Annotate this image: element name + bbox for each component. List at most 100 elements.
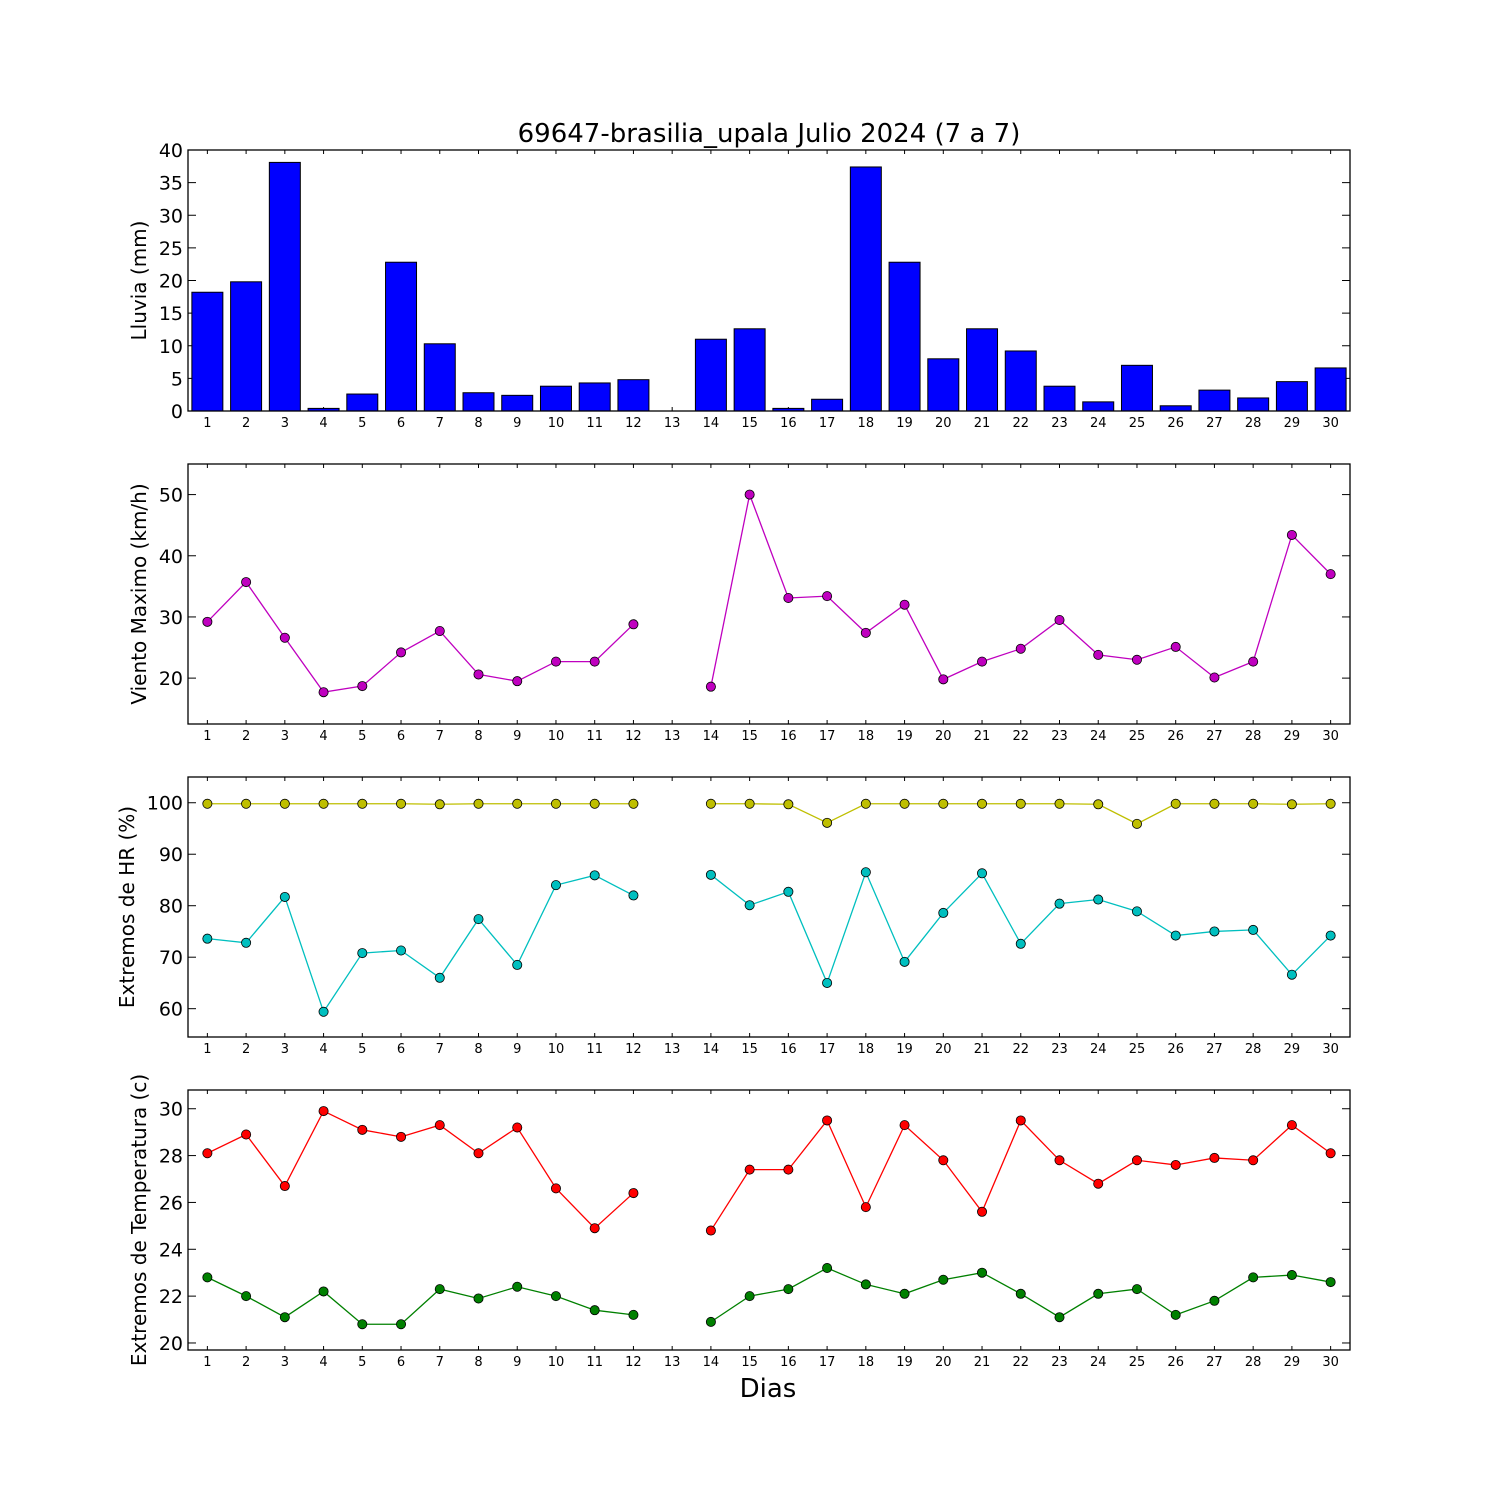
series-1-point-15 [744, 489, 755, 500]
x-tick-label: 29 [1284, 1355, 1301, 1370]
plot-frame [187, 776, 1351, 1038]
series-2-point-22 [1015, 1288, 1026, 1299]
x-tick-label: 19 [896, 729, 913, 744]
x-tick-label: 25 [1129, 729, 1146, 744]
x-tick-label: 21 [974, 729, 991, 744]
series-2-point-10 [550, 1291, 561, 1302]
series-2-point-3 [279, 891, 290, 902]
x-tick-label: 20 [935, 416, 952, 431]
x-tick-label: 5 [358, 1042, 366, 1057]
x-tick-label: 7 [436, 1042, 444, 1057]
y-tick-label: 0 [171, 401, 183, 423]
x-tick-label: 2 [242, 1355, 250, 1370]
series-1-point-21 [977, 1206, 988, 1217]
y-tick-label: 80 [159, 896, 183, 918]
series-2-point-3 [279, 1312, 290, 1323]
x-tick-label: 1 [203, 1042, 211, 1057]
series-2-point-21 [977, 1267, 988, 1278]
x-tick-label: 9 [513, 1355, 521, 1370]
chart-panel: Extremos de Temperatura (c)Dias202224262… [127, 1074, 1351, 1404]
y-tick-label: 25 [159, 238, 183, 260]
series-2-point-25 [1131, 906, 1142, 917]
series-1-point-9 [512, 798, 523, 809]
x-tick-label: 27 [1206, 1355, 1223, 1370]
series-2-point-27 [1209, 1295, 1220, 1306]
series-1-point-4 [318, 798, 329, 809]
series-1-point-20 [938, 1155, 949, 1166]
series-1-point-21 [977, 798, 988, 809]
x-tick-label: 8 [474, 729, 482, 744]
x-tick-label: 21 [974, 1042, 991, 1057]
x-tick-label: 27 [1206, 729, 1223, 744]
x-tick-label: 25 [1129, 416, 1146, 431]
y-tick-label: 40 [159, 546, 183, 568]
series-1-point-1 [202, 616, 213, 627]
series-1-point-22 [1015, 1115, 1026, 1126]
series-1-point-16 [783, 1164, 794, 1175]
y-tick-label: 40 [159, 140, 183, 162]
series-1-point-19 [899, 1120, 910, 1131]
series-2-point-17 [822, 977, 833, 988]
y-tick-label: 100 [147, 793, 183, 815]
series-1-point-24 [1093, 1178, 1104, 1189]
series-2-point-7 [434, 1284, 445, 1295]
series-1-point-6 [396, 647, 407, 658]
bar-day-20 [927, 358, 960, 412]
series-2-point-15 [744, 900, 755, 911]
x-tick-label: 30 [1322, 1042, 1339, 1057]
x-tick-label: 28 [1245, 1042, 1262, 1057]
x-tick-label: 21 [974, 416, 991, 431]
x-tick-label: 19 [896, 1042, 913, 1057]
bar-day-27 [1198, 389, 1231, 412]
x-tick-label: 5 [358, 1355, 366, 1370]
bar-day-18 [849, 166, 882, 412]
bar-day-22 [1004, 350, 1037, 412]
x-tick-label: 22 [1012, 416, 1029, 431]
series-1-point-18 [860, 798, 871, 809]
series-1-point-26 [1170, 798, 1181, 809]
bar-day-9 [501, 394, 534, 412]
series-1-point-3 [279, 1181, 290, 1192]
series-2-point-26 [1170, 1309, 1181, 1320]
series-1-point-5 [357, 798, 368, 809]
x-tick-label: 9 [513, 1042, 521, 1057]
bar-day-29 [1275, 381, 1308, 412]
series-1-point-5 [357, 1124, 368, 1135]
x-tick-label: 15 [741, 416, 758, 431]
series-2-point-16 [783, 1284, 794, 1295]
plot-frame [187, 463, 1351, 725]
x-tick-label: 10 [548, 1355, 565, 1370]
x-tick-label: 7 [436, 1355, 444, 1370]
x-tick-label: 24 [1090, 1042, 1107, 1057]
x-tick-label: 11 [586, 729, 603, 744]
series-1-point-12 [628, 619, 639, 630]
bar-day-6 [385, 261, 418, 412]
x-tick-label: 1 [203, 1355, 211, 1370]
y-tick-label: 30 [159, 1099, 183, 1121]
y-tick-label: 28 [159, 1146, 183, 1168]
series-1-point-23 [1054, 615, 1065, 626]
y-tick-label: 35 [159, 173, 183, 195]
series-2-point-12 [628, 890, 639, 901]
series-2-point-14 [705, 869, 716, 880]
y-tick-label: 70 [159, 947, 183, 969]
y-tick-label: 24 [159, 1239, 183, 1261]
series-1-point-14 [705, 798, 716, 809]
series-1-point-25 [1131, 1155, 1142, 1166]
series-2-point-21 [977, 868, 988, 879]
series-2-point-8 [473, 1293, 484, 1304]
y-tick-label: 5 [171, 368, 183, 390]
x-tick-label: 28 [1245, 1355, 1262, 1370]
x-tick-label: 26 [1167, 1355, 1184, 1370]
series-1-point-15 [744, 1164, 755, 1175]
series-2-line [207, 874, 634, 1014]
series-1-point-2 [241, 577, 252, 588]
series-2-point-8 [473, 914, 484, 925]
series-1-point-20 [938, 674, 949, 685]
x-tick-label: 12 [625, 729, 642, 744]
x-tick-label: 1 [203, 729, 211, 744]
series-2-point-19 [899, 956, 910, 967]
x-tick-label: 4 [319, 1355, 327, 1370]
series-1-point-9 [512, 1122, 523, 1133]
series-2-point-4 [318, 1006, 329, 1017]
